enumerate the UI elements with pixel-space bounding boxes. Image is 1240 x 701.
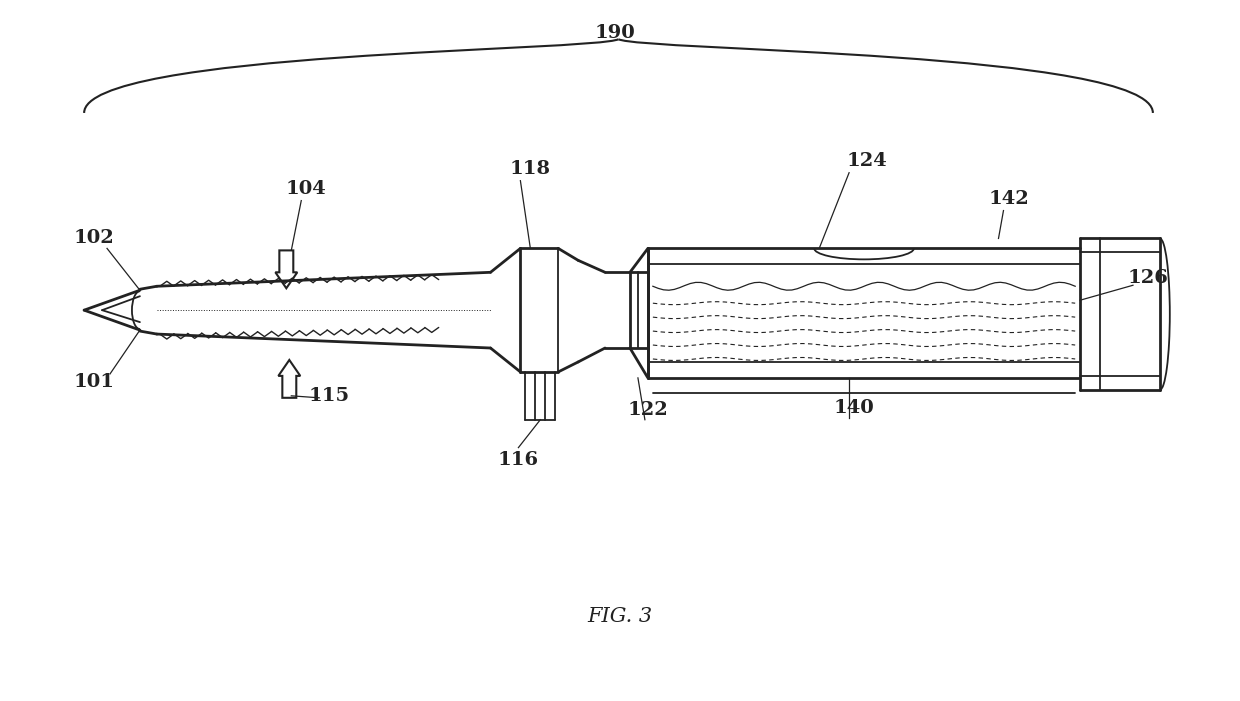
Text: 102: 102 <box>73 229 114 247</box>
FancyArrow shape <box>278 360 300 397</box>
Text: 101: 101 <box>73 373 114 391</box>
Text: FIG. 3: FIG. 3 <box>588 608 652 627</box>
Text: 122: 122 <box>627 401 668 418</box>
Text: 124: 124 <box>847 151 888 170</box>
Text: 126: 126 <box>1127 269 1168 287</box>
Text: 115: 115 <box>309 387 350 404</box>
Text: 118: 118 <box>510 160 551 178</box>
Text: 116: 116 <box>497 451 539 468</box>
FancyArrow shape <box>275 250 298 288</box>
Text: 190: 190 <box>595 25 635 42</box>
Text: 142: 142 <box>988 189 1029 207</box>
Text: 104: 104 <box>286 179 326 198</box>
Text: 140: 140 <box>833 399 874 417</box>
